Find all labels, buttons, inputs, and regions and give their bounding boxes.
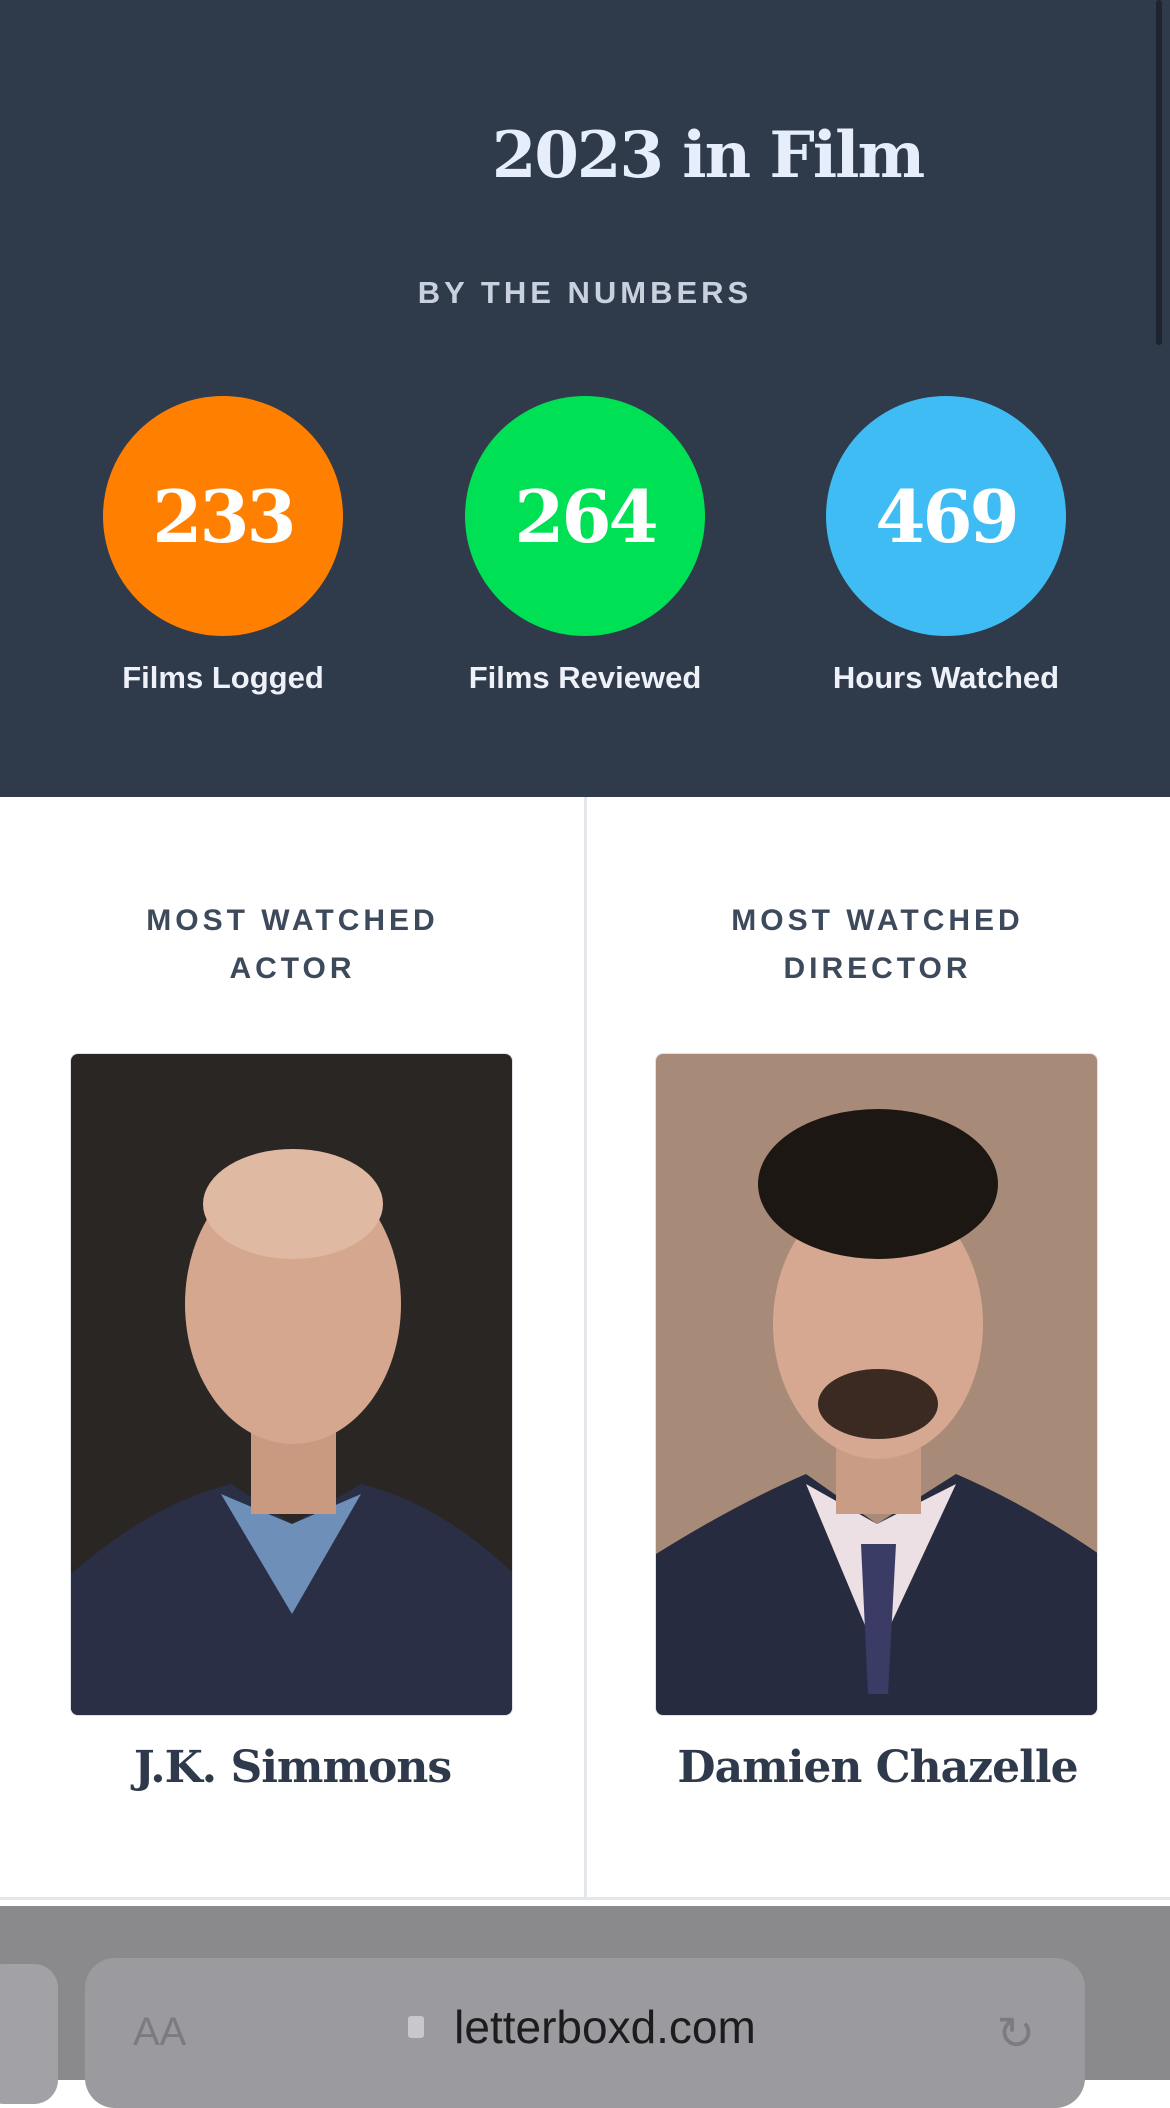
stat-label: Films Reviewed [468,660,702,695]
actor-name[interactable]: J.K. Simmons [133,1742,452,1793]
section-subtitle: BY THE NUMBERS [417,275,753,310]
section-heading: MOST WATCHED ACTOR [0,897,585,993]
director-name[interactable]: Damien Chazelle [677,1742,1078,1793]
heading-line: MOST WATCHED [146,904,439,937]
stat-circle: 264 [465,396,705,636]
director-photo[interactable] [655,1053,1098,1716]
stat-hours-watched: 469 Hours Watched [796,396,1096,696]
page-title: 2023 in Film [491,118,925,193]
stat-label: Hours Watched [832,660,1060,695]
heading-line: DIRECTOR [783,952,972,985]
address-bar[interactable]: AA letterboxd.com ↻ [85,1958,1085,2108]
lock-icon [408,2016,424,2038]
section-heading: MOST WATCHED DIRECTOR [585,897,1170,993]
reload-icon[interactable]: ↻ [996,2007,1035,2059]
actor-photo[interactable] [70,1053,513,1716]
most-watched-director: MOST WATCHED DIRECTOR Damien Chazelle [585,797,1170,1900]
column-divider [584,797,587,1900]
url-text[interactable]: letterboxd.com [454,2001,756,2053]
stat-circle: 469 [826,396,1066,636]
hero-section: 2023 in Film BY THE NUMBERS 233 Films Lo… [0,0,1170,797]
heading-line: MOST WATCHED [731,904,1024,937]
stat-label: Films Logged [122,660,324,695]
most-watched-actor: MOST WATCHED ACTOR J.K. Simmons [0,797,585,1900]
scrollbar[interactable] [1156,0,1162,345]
browser-toolbar: AA letterboxd.com ↻ [0,1906,1170,2108]
stat-circle: 233 [103,396,343,636]
previous-tab[interactable] [0,1964,58,2104]
heading-line: ACTOR [229,952,356,985]
stat-films-logged: 233 Films Logged [73,396,373,696]
section-border [0,1897,1170,1900]
stat-films-reviewed: 264 Films Reviewed [435,396,735,696]
text-size-button[interactable]: AA [133,2010,187,2054]
